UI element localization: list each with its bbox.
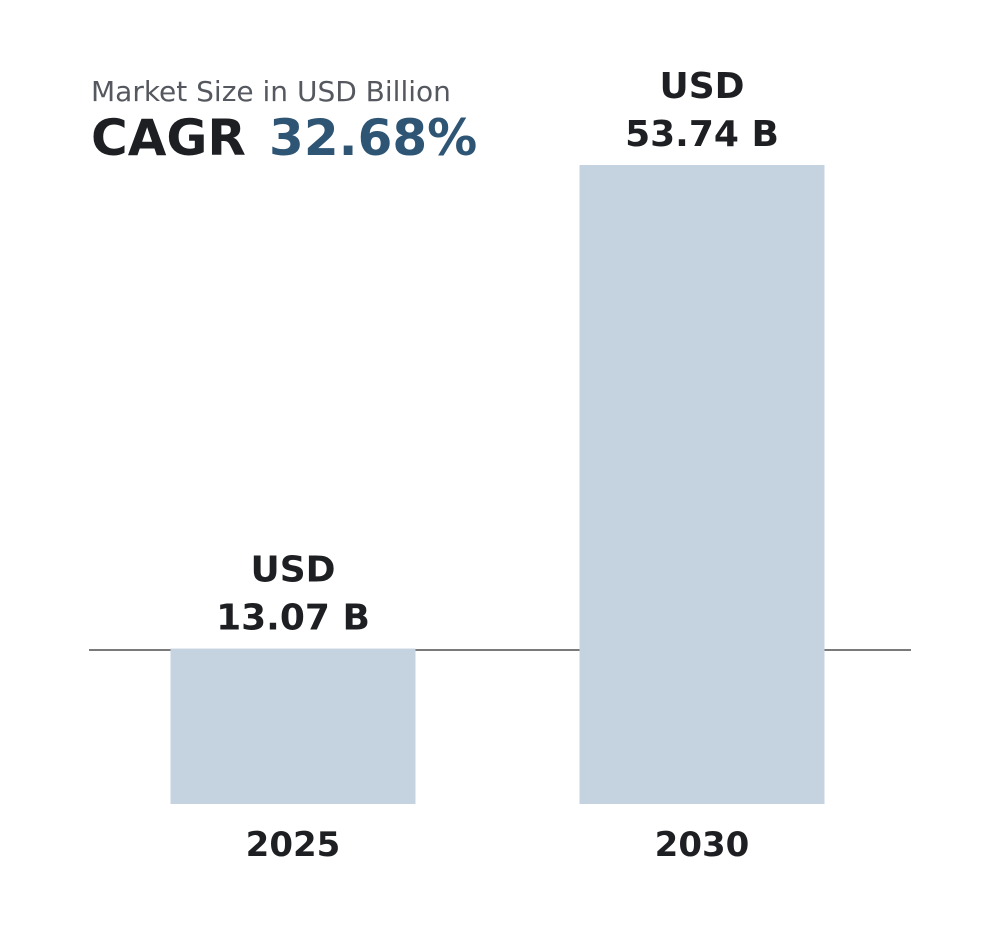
- value-label-currency-2025: USD: [250, 550, 335, 591]
- x-tick-label-2025: 2025: [246, 825, 341, 865]
- value-label-currency-2030: USD: [659, 66, 744, 107]
- value-label-amount-2025: 13.07 B: [216, 598, 370, 639]
- x-tick-label-2030: 2030: [655, 825, 750, 865]
- bars-group: [170, 165, 825, 804]
- bar-2025: [170, 648, 416, 804]
- cagr-label: CAGR: [91, 109, 246, 167]
- bar-2030: [579, 165, 825, 804]
- cagr-value: 32.68%: [269, 109, 477, 167]
- value-label-amount-2030: 53.74 B: [625, 114, 779, 155]
- cagr-heading: CAGR 32.68%: [91, 109, 477, 167]
- chart-subtitle: Market Size in USD Billion: [91, 75, 451, 108]
- labels-group: USD 13.07 B 2025 USD 53.74 B 2030: [216, 66, 779, 865]
